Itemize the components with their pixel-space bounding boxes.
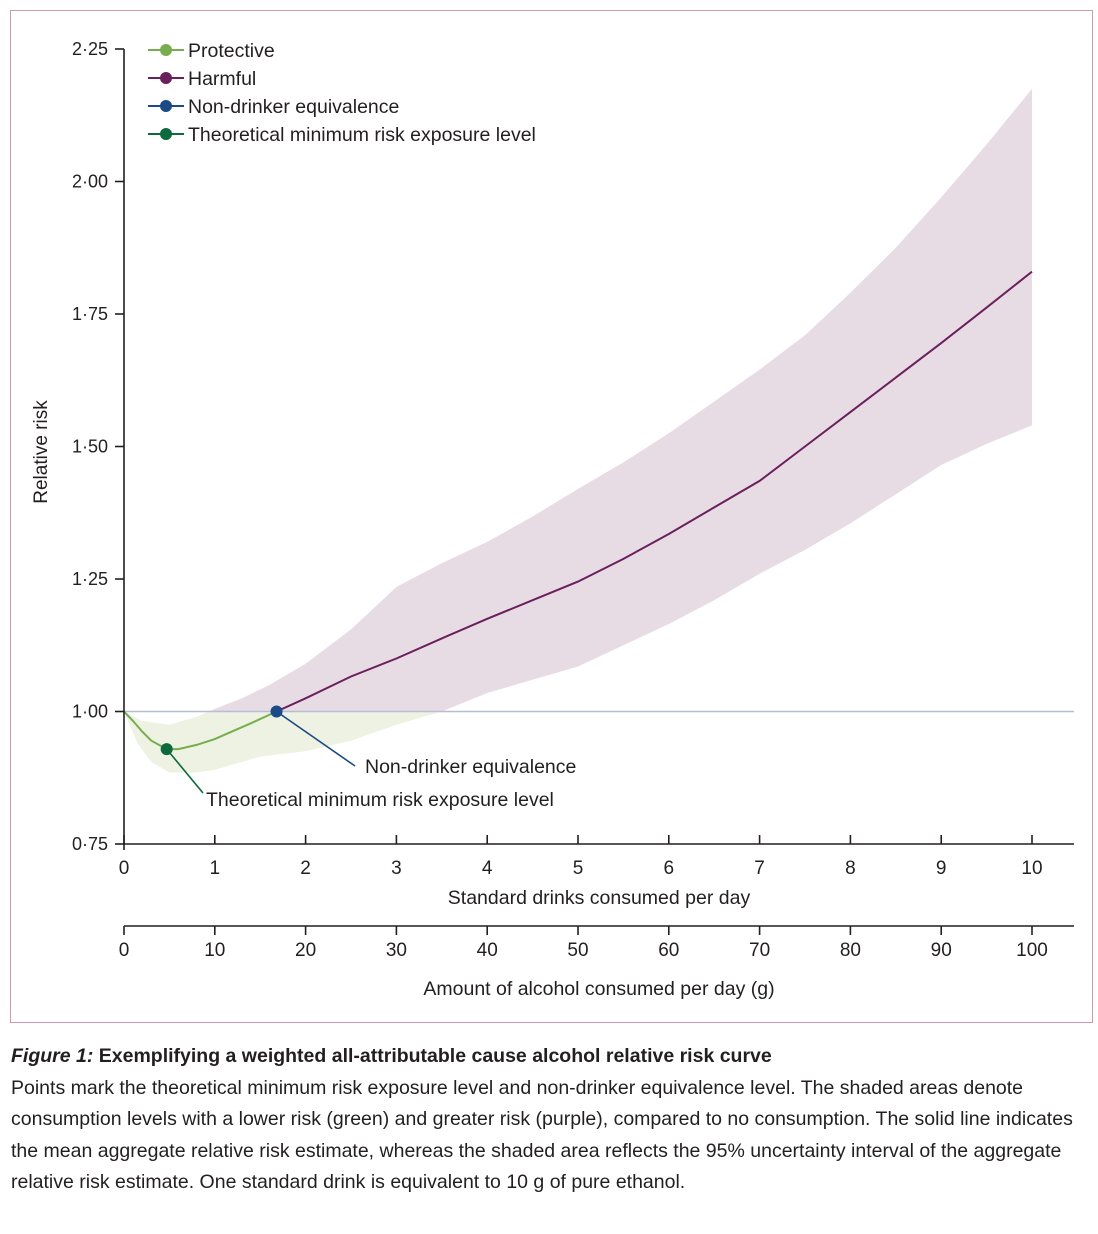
annotation-leaders: [166, 710, 356, 794]
annotation-non-drinker-equivalence: Non-drinker equivalence: [365, 756, 576, 778]
protective-line: [123, 710, 277, 751]
y-tick-label: 1·75: [72, 304, 108, 324]
x-axis-label: Standard drinks consumed per day: [448, 887, 751, 909]
uncertainty-bands: [124, 88, 1032, 773]
legend-item: Protective: [148, 40, 275, 62]
x2-tick-label: 40: [477, 940, 498, 961]
x2-tick-label: 0: [119, 940, 130, 961]
x2-tick-label: 50: [567, 940, 588, 961]
legend: Protective Harmful Non-drinker equivalence…: [148, 40, 536, 146]
y-axis: 0·75 1·00 1·25 1·50 1·75 2·00 2·25: [72, 39, 125, 854]
legend-swatch-marker: [160, 72, 172, 84]
x-axis-drinks: 0 1 2 3 4 5 6 7 8 9 10: [119, 835, 1074, 879]
y-tick-label: 1·00: [72, 702, 108, 722]
tmrel-point: [160, 743, 173, 756]
y-tick-label: 2·00: [72, 172, 108, 192]
legend-swatch-marker: [160, 44, 172, 56]
y-tick-label: 1·25: [72, 569, 108, 589]
x-tick-label: 9: [936, 858, 947, 879]
non-drinker-equivalence-point: [270, 705, 283, 718]
legend-item: Theoretical minimum risk exposure level: [148, 124, 536, 146]
y-tick-label: 2·25: [72, 39, 108, 59]
y-tick-label: 0·75: [72, 834, 108, 854]
legend-label: Harmful: [188, 68, 256, 90]
x-tick-label: 5: [573, 858, 584, 879]
caption-title-text: Exemplifying a weighted all-attributable…: [93, 1045, 772, 1067]
legend-swatch-marker: [160, 128, 172, 140]
x-tick-label: 4: [482, 858, 493, 879]
legend-label: Protective: [188, 40, 275, 62]
mean-risk-line: [123, 270, 1033, 751]
x-tick-label: 10: [1021, 858, 1042, 879]
legend-item: Non-drinker equivalence: [148, 96, 399, 118]
harmful-line: [276, 270, 1033, 713]
x-tick-label: 3: [391, 858, 402, 879]
figure-caption: Figure 1: Exemplifying a weighted all-at…: [11, 1041, 1086, 1199]
x-tick-label: 1: [210, 858, 221, 879]
x-tick-label: 6: [664, 858, 675, 879]
caption-body: Points mark the theoretical minimum risk…: [11, 1076, 1073, 1194]
annotation-tmrel: Theoretical minimum risk exposure level: [206, 789, 554, 811]
protective-uncertainty-band: [124, 711, 444, 773]
y-tick-label: 1·50: [72, 437, 108, 457]
leader-tmrel: [166, 748, 204, 794]
x2-tick-label: 70: [749, 940, 770, 961]
x-tick-label: 7: [754, 858, 765, 879]
x2-tick-label: 100: [1016, 940, 1048, 961]
legend-label: Theoretical minimum risk exposure level: [188, 124, 536, 146]
x2-tick-label: 30: [386, 940, 407, 961]
legend-item: Harmful: [148, 68, 256, 90]
x-tick-label: 8: [845, 858, 856, 879]
x2-tick-label: 20: [295, 940, 316, 961]
x-axis-grams: 0 10 20 30 40 50 60 70 80 90 100: [119, 925, 1074, 961]
figure-frame: [10, 10, 1093, 1023]
harmful-uncertainty-band: [209, 88, 1032, 711]
leader-non-drinker-equivalence: [276, 710, 356, 767]
legend-swatch-marker: [160, 100, 172, 112]
x-tick-label: 2: [300, 858, 311, 879]
caption-title: Figure 1: Exemplifying a weighted all-at…: [11, 1041, 1086, 1073]
y-axis-label: Relative risk: [31, 400, 52, 504]
legend-label: Non-drinker equivalence: [188, 96, 399, 118]
x2-tick-label: 10: [204, 940, 225, 961]
relative-risk-chart: 0·75 1·00 1·25 1·50 1·75 2·00 2·25 Relative ri…: [31, 39, 1074, 1000]
x2-tick-label: 60: [658, 940, 679, 961]
x2-tick-label: 80: [840, 940, 861, 961]
x2-axis-label: Amount of alcohol consumed per day (g): [423, 978, 774, 1000]
x2-tick-label: 90: [931, 940, 952, 961]
x-tick-label: 0: [119, 858, 130, 879]
caption-figure-label: Figure 1:: [11, 1045, 94, 1067]
marker-points: [160, 705, 283, 756]
